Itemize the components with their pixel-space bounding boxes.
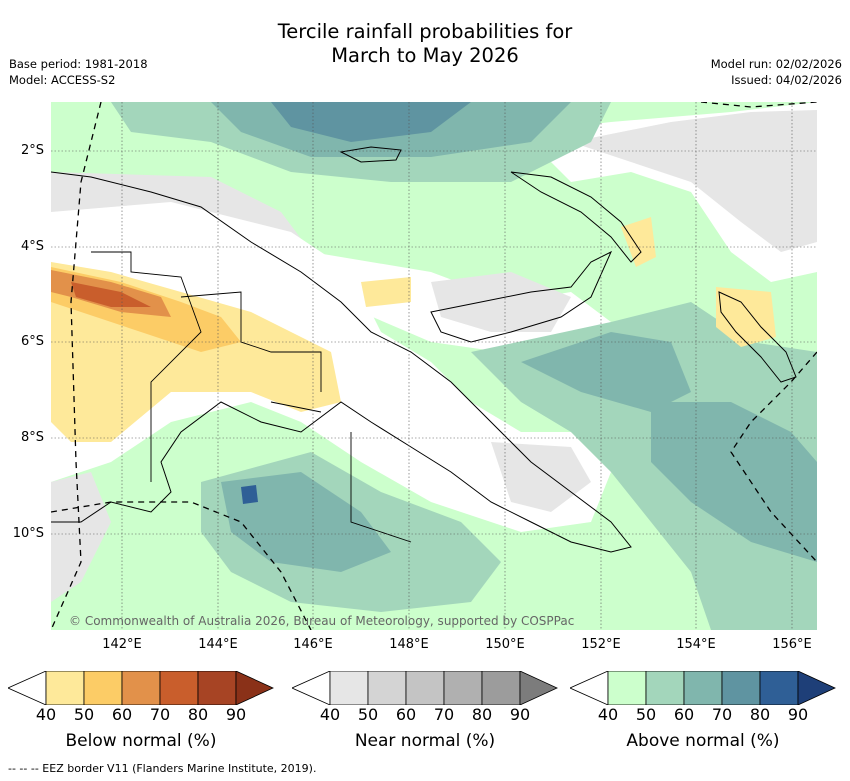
colorbar-lower-extension [292,671,331,705]
province-boundaries [91,251,412,543]
above-normal-north-c [271,102,471,142]
above-normal-east-c [651,402,817,562]
colorbar-tick-label: 40 [35,705,57,724]
above-normal-east-a [471,302,817,630]
eez-border-east [730,351,817,563]
colorbar-lower-extension [570,671,609,705]
above-normal-title: Above normal (%) [626,731,780,751]
colorbar-tick-label: 50 [357,705,379,724]
colorbar-tick-label: 80 [187,705,209,724]
colorbar-bin [607,671,647,705]
below-normal-colorbar [8,671,274,705]
colorbar-tick-label: 50 [635,705,657,724]
colorbar-upper-extension [519,671,558,705]
model-name: Model: ACCESS-S2 [9,73,116,87]
below-normal-region-mid [361,277,411,307]
colorbar-tick-label: 40 [597,705,619,724]
lon-tick-label: 142°E [102,637,142,652]
lat-tick-label: 4°S [20,239,44,254]
colorbar-tick-label: 90 [509,705,531,724]
colorbar-tick-label: 60 [395,705,417,724]
manus-outline [339,146,402,163]
near-normal-colorbar [292,671,558,705]
lat-tick-label: 6°S [20,334,44,349]
colorbar-bin [405,671,445,705]
lon-tick-label: 146°E [293,637,333,652]
colorbar-bin [367,671,407,705]
colorbar-upper-extension [235,671,274,705]
colorbar-bin [645,671,685,705]
eez-footnote: -- -- -- EEZ border V11 (Flanders Marine… [8,762,317,775]
near-normal-region-south [491,442,591,512]
colorbar-tick-label: 60 [673,705,695,724]
graticule [51,102,817,630]
colorbar-tick-label: 70 [711,705,733,724]
issued-date: Issued: 04/02/2026 [731,73,842,87]
eez-border-north [700,102,817,108]
new-ireland-outline [510,171,642,263]
colorbar-upper-extension [797,671,836,705]
lon-tick-label: 152°E [581,637,621,652]
colorbar-bin [159,671,199,705]
colorbar-bin [721,671,761,705]
colorbar-bin [443,671,483,705]
lat-tick-label: 10°S [12,526,44,541]
lon-tick-label: 154°E [676,637,716,652]
colorbar-tick-label: 70 [433,705,455,724]
above-normal-south-b [221,472,391,572]
copyright-notice: © Commonwealth of Australia 2026, Bureau… [69,614,575,628]
colorbar-tick-label: 60 [111,705,133,724]
colorbar-tick-label: 50 [73,705,95,724]
above-normal-east-b [521,332,691,412]
lon-tick-label: 148°E [389,637,429,652]
below-normal-title: Below normal (%) [65,731,217,751]
colorbar-tick-label: 80 [471,705,493,724]
lat-tick-label: 8°S [20,430,44,445]
colorbar-bin [683,671,723,705]
colorbar-bin [197,671,237,705]
below-normal-region-east-a [621,217,656,267]
map-title-line2: March to May 2026 [331,44,519,67]
eez-border-west [51,102,102,630]
colorbar-bin [83,671,123,705]
map-title-line1: Tercile rainfall probabilities for [277,20,573,43]
colorbar-bin [329,671,369,705]
lat-tick-label: 2°S [20,143,44,158]
colorbar-lower-extension [8,671,47,705]
lon-tick-label: 156°E [772,637,812,652]
near-normal-title: Near normal (%) [354,731,496,751]
colorbar-bin [121,671,161,705]
colorbar-tick-label: 70 [149,705,171,724]
near-normal-region-png [431,272,571,332]
probability-map [51,102,817,630]
colorbar-tick-label: 90 [225,705,247,724]
bougainville-outline [718,291,797,383]
model-run: Model run: 02/02/2026 [710,57,842,71]
below-normal-region-east-b [716,287,776,347]
colorbar-bin [45,671,85,705]
colorbar-bin [759,671,799,705]
base-period: Base period: 1981-2018 [9,57,148,71]
colorbar-tick-label: 80 [749,705,771,724]
colorbar-bin [481,671,521,705]
above-normal-colorbar [570,671,836,705]
eez-border-south [51,501,312,630]
above-normal-south-c [241,485,258,504]
new-guinea-coastline [51,171,632,553]
colorbar-tick-label: 40 [319,705,341,724]
near-normal-region-east [571,110,817,252]
lon-tick-label: 144°E [198,637,238,652]
below-normal-region-c [71,282,151,307]
colorbar-tick-label: 90 [787,705,809,724]
lon-tick-label: 150°E [485,637,525,652]
